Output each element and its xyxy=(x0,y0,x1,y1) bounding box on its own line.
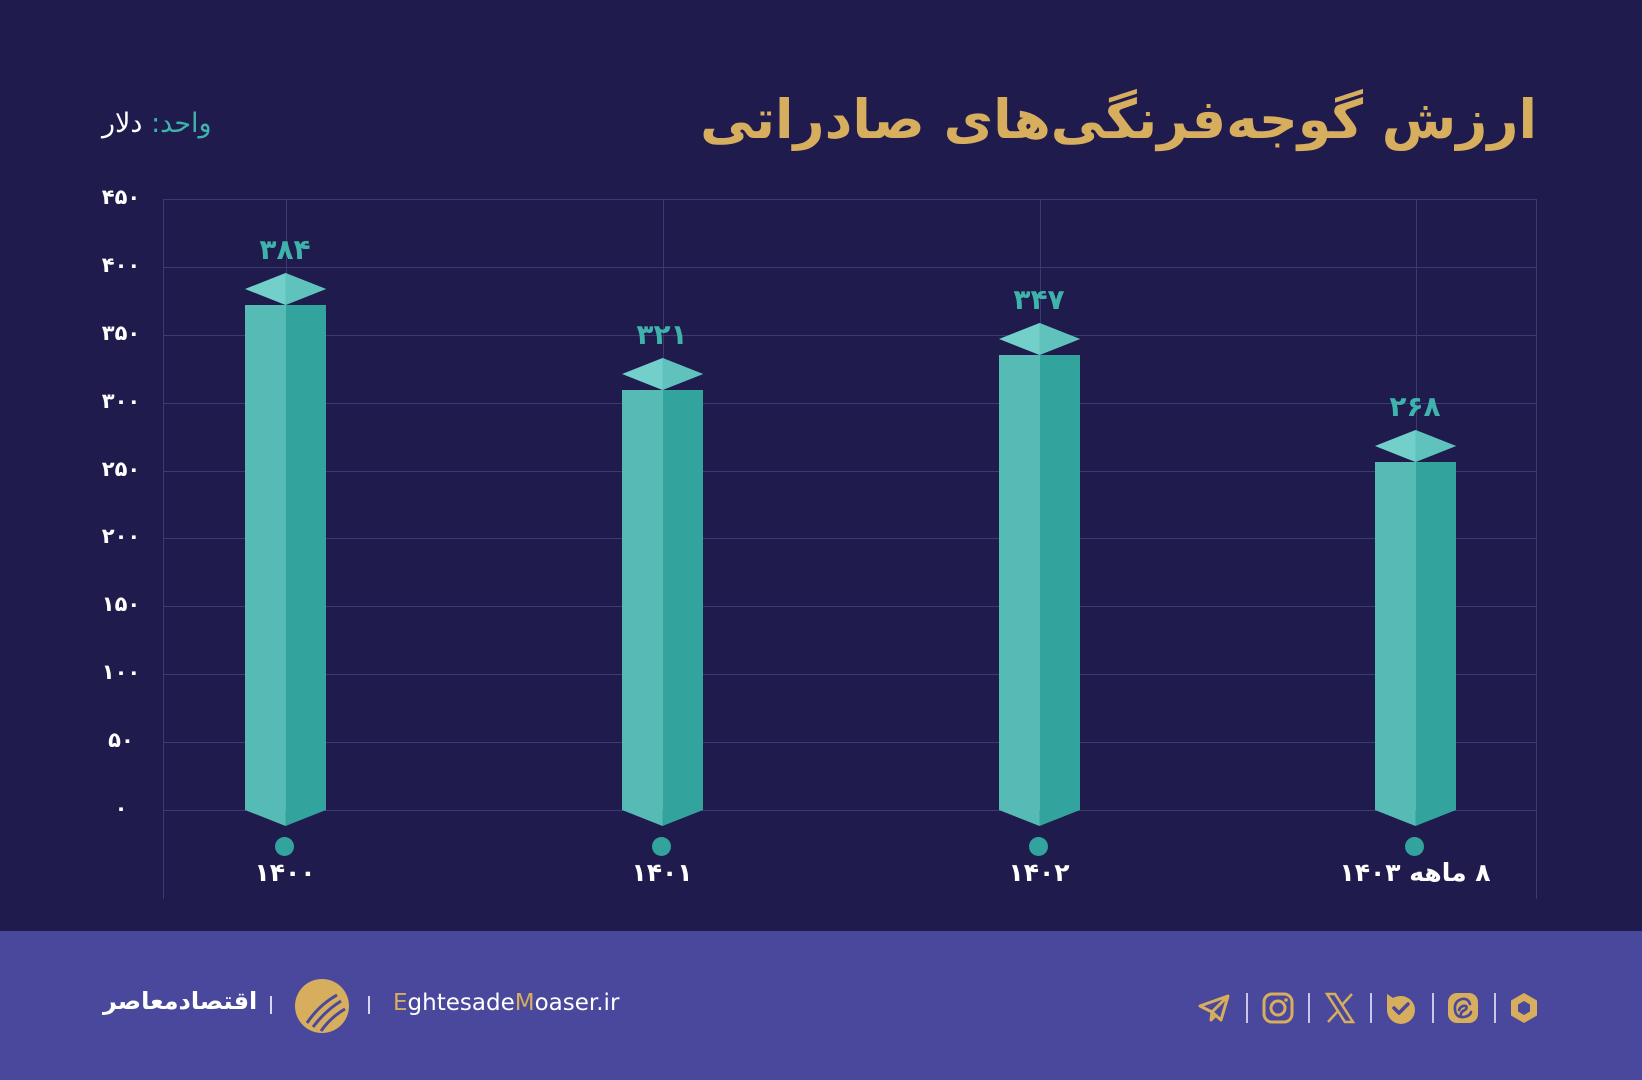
divider xyxy=(1246,993,1248,1023)
divider xyxy=(270,996,272,1014)
gridline xyxy=(164,470,1537,472)
y-tick-label: ۳۵۰ xyxy=(101,320,141,345)
y-tick-label: ۰ xyxy=(114,796,128,820)
bar-value-label: ۳۸۴ xyxy=(259,232,311,266)
gridline xyxy=(164,606,1537,608)
bar-value-label: ۳۲۱ xyxy=(636,318,688,352)
gridline xyxy=(164,266,1537,268)
y-tick-label: ۳۰۰ xyxy=(101,388,141,413)
x-axis-label: ۸ ماهه ۱۴۰۳ xyxy=(1339,858,1491,887)
gridline xyxy=(164,334,1537,336)
bar-value-label: ۳۴۷ xyxy=(1013,282,1065,316)
rubika-icon[interactable] xyxy=(1507,991,1541,1025)
x-axis-label: ۱۴۰۰ xyxy=(254,858,316,887)
gridline xyxy=(164,538,1537,540)
gridline xyxy=(164,742,1537,744)
chart-title: ارزش گوجه‌فرنگی‌های صادراتی xyxy=(700,88,1538,151)
x-axis-marker-dot xyxy=(652,837,671,856)
eitaa-icon[interactable] xyxy=(1446,991,1480,1025)
y-tick-label: ۴۵۰ xyxy=(101,185,141,209)
gridline xyxy=(164,810,1537,811)
plot-right-border xyxy=(1536,199,1537,899)
website-link[interactable]: EghtesadeMoaser.ir xyxy=(393,990,620,1016)
unit-value: دلار xyxy=(102,108,143,139)
x-axis-marker-dot xyxy=(1405,837,1424,856)
x-icon[interactable] xyxy=(1323,991,1357,1025)
instagram-icon[interactable] xyxy=(1261,991,1295,1025)
divider xyxy=(1432,993,1434,1023)
gridline xyxy=(164,199,1537,200)
gridline xyxy=(164,674,1537,676)
bar xyxy=(1375,430,1456,826)
bar-value-label: ۲۶۸ xyxy=(1389,390,1441,424)
y-tick-label: ۱۰۰ xyxy=(101,660,141,685)
brand-logo xyxy=(295,979,349,1033)
y-tick-label: ۵۰ xyxy=(108,728,134,753)
y-tick-label: ۲۵۰ xyxy=(101,456,141,481)
unit-key: واحد: xyxy=(151,108,212,139)
x-axis-label: ۱۴۰۱ xyxy=(631,858,693,887)
x-axis-marker-dot xyxy=(275,837,294,856)
bar xyxy=(622,358,703,826)
y-tick-label: ۱۵۰ xyxy=(101,592,141,617)
divider xyxy=(1494,993,1496,1023)
bar xyxy=(999,322,1080,826)
unit-label: واحد: دلار xyxy=(102,108,212,139)
x-axis-marker-dot xyxy=(1029,837,1048,856)
brand-name: اقتصادمعاصر xyxy=(103,987,258,1015)
divider xyxy=(1308,993,1310,1023)
y-tick-label: ۲۰۰ xyxy=(101,524,141,549)
plot-area xyxy=(163,199,1537,899)
gridline xyxy=(164,402,1537,404)
bar xyxy=(245,272,326,826)
y-tick-label: ۴۰۰ xyxy=(101,252,141,277)
divider xyxy=(368,996,370,1014)
telegram-icon[interactable] xyxy=(1197,991,1231,1025)
divider xyxy=(1370,993,1372,1023)
x-axis-label: ۱۴۰۲ xyxy=(1008,858,1070,887)
bale-icon[interactable] xyxy=(1384,991,1418,1025)
footer: اقتصادمعاصر EghtesadeMoaser.ir xyxy=(0,931,1642,1080)
